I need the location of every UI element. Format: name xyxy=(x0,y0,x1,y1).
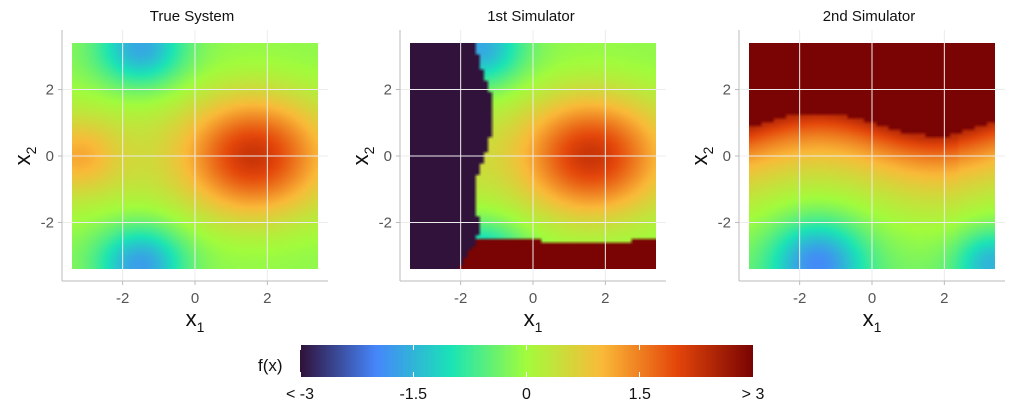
y-tick-label: -2 xyxy=(41,214,54,231)
colorbar-tick-mark xyxy=(299,345,301,350)
y-tick-label: 2 xyxy=(46,82,54,99)
colorbar-tick-mark xyxy=(752,345,754,350)
y-axis-label: x2 xyxy=(10,146,39,165)
y-tick-label: 0 xyxy=(46,148,54,165)
panel-title-true-system: True System xyxy=(149,8,235,25)
colorbar-tick-mark xyxy=(526,345,527,350)
panel-title-1st-simulator: 1st Simulator xyxy=(487,8,575,25)
colorbar-tick-label: 1.5 xyxy=(628,386,651,403)
x-axis-label: x1 xyxy=(186,306,205,335)
colorbar xyxy=(300,345,753,377)
y-tick-label: 0 xyxy=(723,148,731,165)
colorbar-tick-mark xyxy=(299,372,301,377)
x-tick-label: 0 xyxy=(868,290,876,307)
colorbar-tick-mark xyxy=(412,345,414,350)
colorbar-tick-mark xyxy=(526,372,527,377)
x-tick-label: 0 xyxy=(529,290,537,307)
y-tick-label: 0 xyxy=(384,148,392,165)
colorbar-tick-label: -1.5 xyxy=(399,386,428,403)
x-tick-label: -2 xyxy=(116,290,129,307)
x-tick-label: 0 xyxy=(191,290,199,307)
colorbar-tick-label: > 3 xyxy=(741,386,765,403)
colorbar-tick-mark xyxy=(752,372,754,377)
x-tick-label: 2 xyxy=(940,290,948,307)
colorbar-tick-mark xyxy=(412,372,414,377)
y-tick-label: 2 xyxy=(723,82,731,99)
y-axis-label: x2 xyxy=(348,146,377,165)
y-tick-label: -2 xyxy=(379,214,392,231)
x-tick-label: -2 xyxy=(793,290,806,307)
colorbar-tick-label: < -3 xyxy=(285,386,315,403)
colorbar-tick-mark xyxy=(639,372,641,377)
x-tick-label: 2 xyxy=(601,290,609,307)
x-tick-label: 2 xyxy=(263,290,271,307)
colorbar-tick-mark xyxy=(639,345,641,350)
y-tick-label: 2 xyxy=(384,82,392,99)
y-axis-label: x2 xyxy=(687,146,716,165)
panel-title-2nd-simulator: 2nd Simulator xyxy=(822,8,916,25)
x-axis-label: x1 xyxy=(524,306,543,335)
x-tick-label: -2 xyxy=(454,290,467,307)
y-tick-label: -2 xyxy=(718,214,731,231)
colorbar-tick-label: 0 xyxy=(522,386,531,403)
x-axis-label: x1 xyxy=(863,306,882,335)
legend-title: f(x) xyxy=(258,356,283,375)
